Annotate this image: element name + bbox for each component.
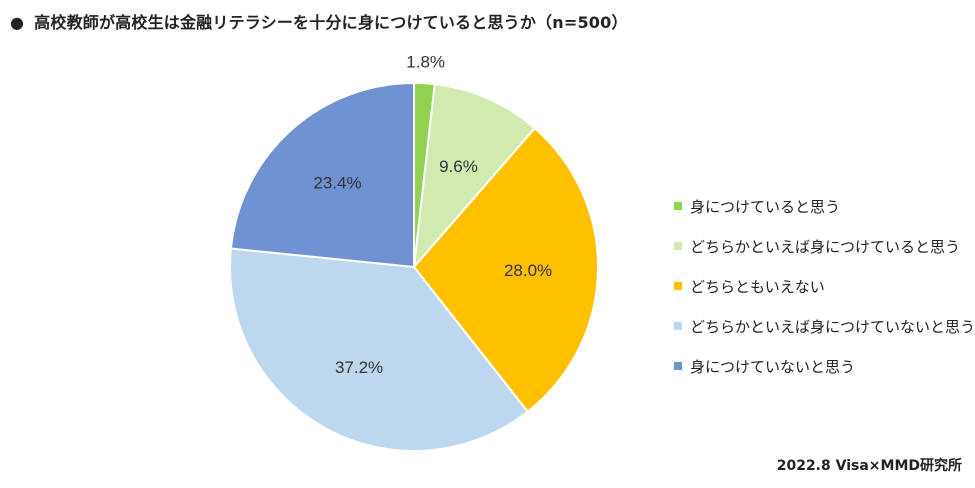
pie-slice-5 (229, 81, 415, 269)
legend-label: 身につけていると思う (690, 197, 841, 216)
source-credit: 2022.8 Visa×MMD研究所 (776, 458, 962, 474)
slice-label-2: 9.6% (439, 157, 478, 176)
slice-label-3: 28.0% (504, 261, 552, 280)
pie-slice-3 (412, 126, 599, 414)
slice-label-1: 1.8% (406, 52, 445, 71)
legend-item-2: どちらかといえば身につけていると思う (674, 226, 975, 266)
legend-swatch (674, 322, 682, 330)
legend-item-3: どちらともいえない (674, 266, 975, 306)
chart-title: ● 高校教師が高校生は金融リテラシーを十分に身につけていると思うか（n=500） (10, 9, 628, 33)
legend-label: どちらかといえば身につけていないと思う (690, 317, 975, 336)
legend-label: 身につけていないと思う (690, 357, 856, 376)
legend-item-5: 身につけていないと思う (674, 346, 975, 386)
title-text: 高校教師が高校生は金融リテラシーを十分に身につけていると思うか（n=500） (34, 13, 628, 32)
slice-label-4: 37.2% (335, 358, 383, 377)
pie-slice-2 (412, 83, 537, 271)
slice-label-5: 23.4% (313, 173, 361, 192)
legend-item-1: 身につけていると思う (674, 186, 975, 226)
chart-legend: 身につけていると思うどちらかといえば身につけていると思う どちらともいえないどちら… (674, 186, 975, 386)
legend-label: どちらかといえば身につけていると思う (690, 237, 961, 256)
legend-swatch (674, 202, 682, 210)
legend-label: どちらともいえない (690, 277, 825, 296)
legend-swatch (674, 242, 682, 250)
legend-swatch (674, 282, 682, 290)
legend-item-4: どちらかといえば身につけていないと思う (674, 306, 975, 346)
title-bullet: ● (10, 13, 25, 32)
legend-swatch (674, 362, 682, 370)
pie-slice-4 (229, 247, 530, 452)
